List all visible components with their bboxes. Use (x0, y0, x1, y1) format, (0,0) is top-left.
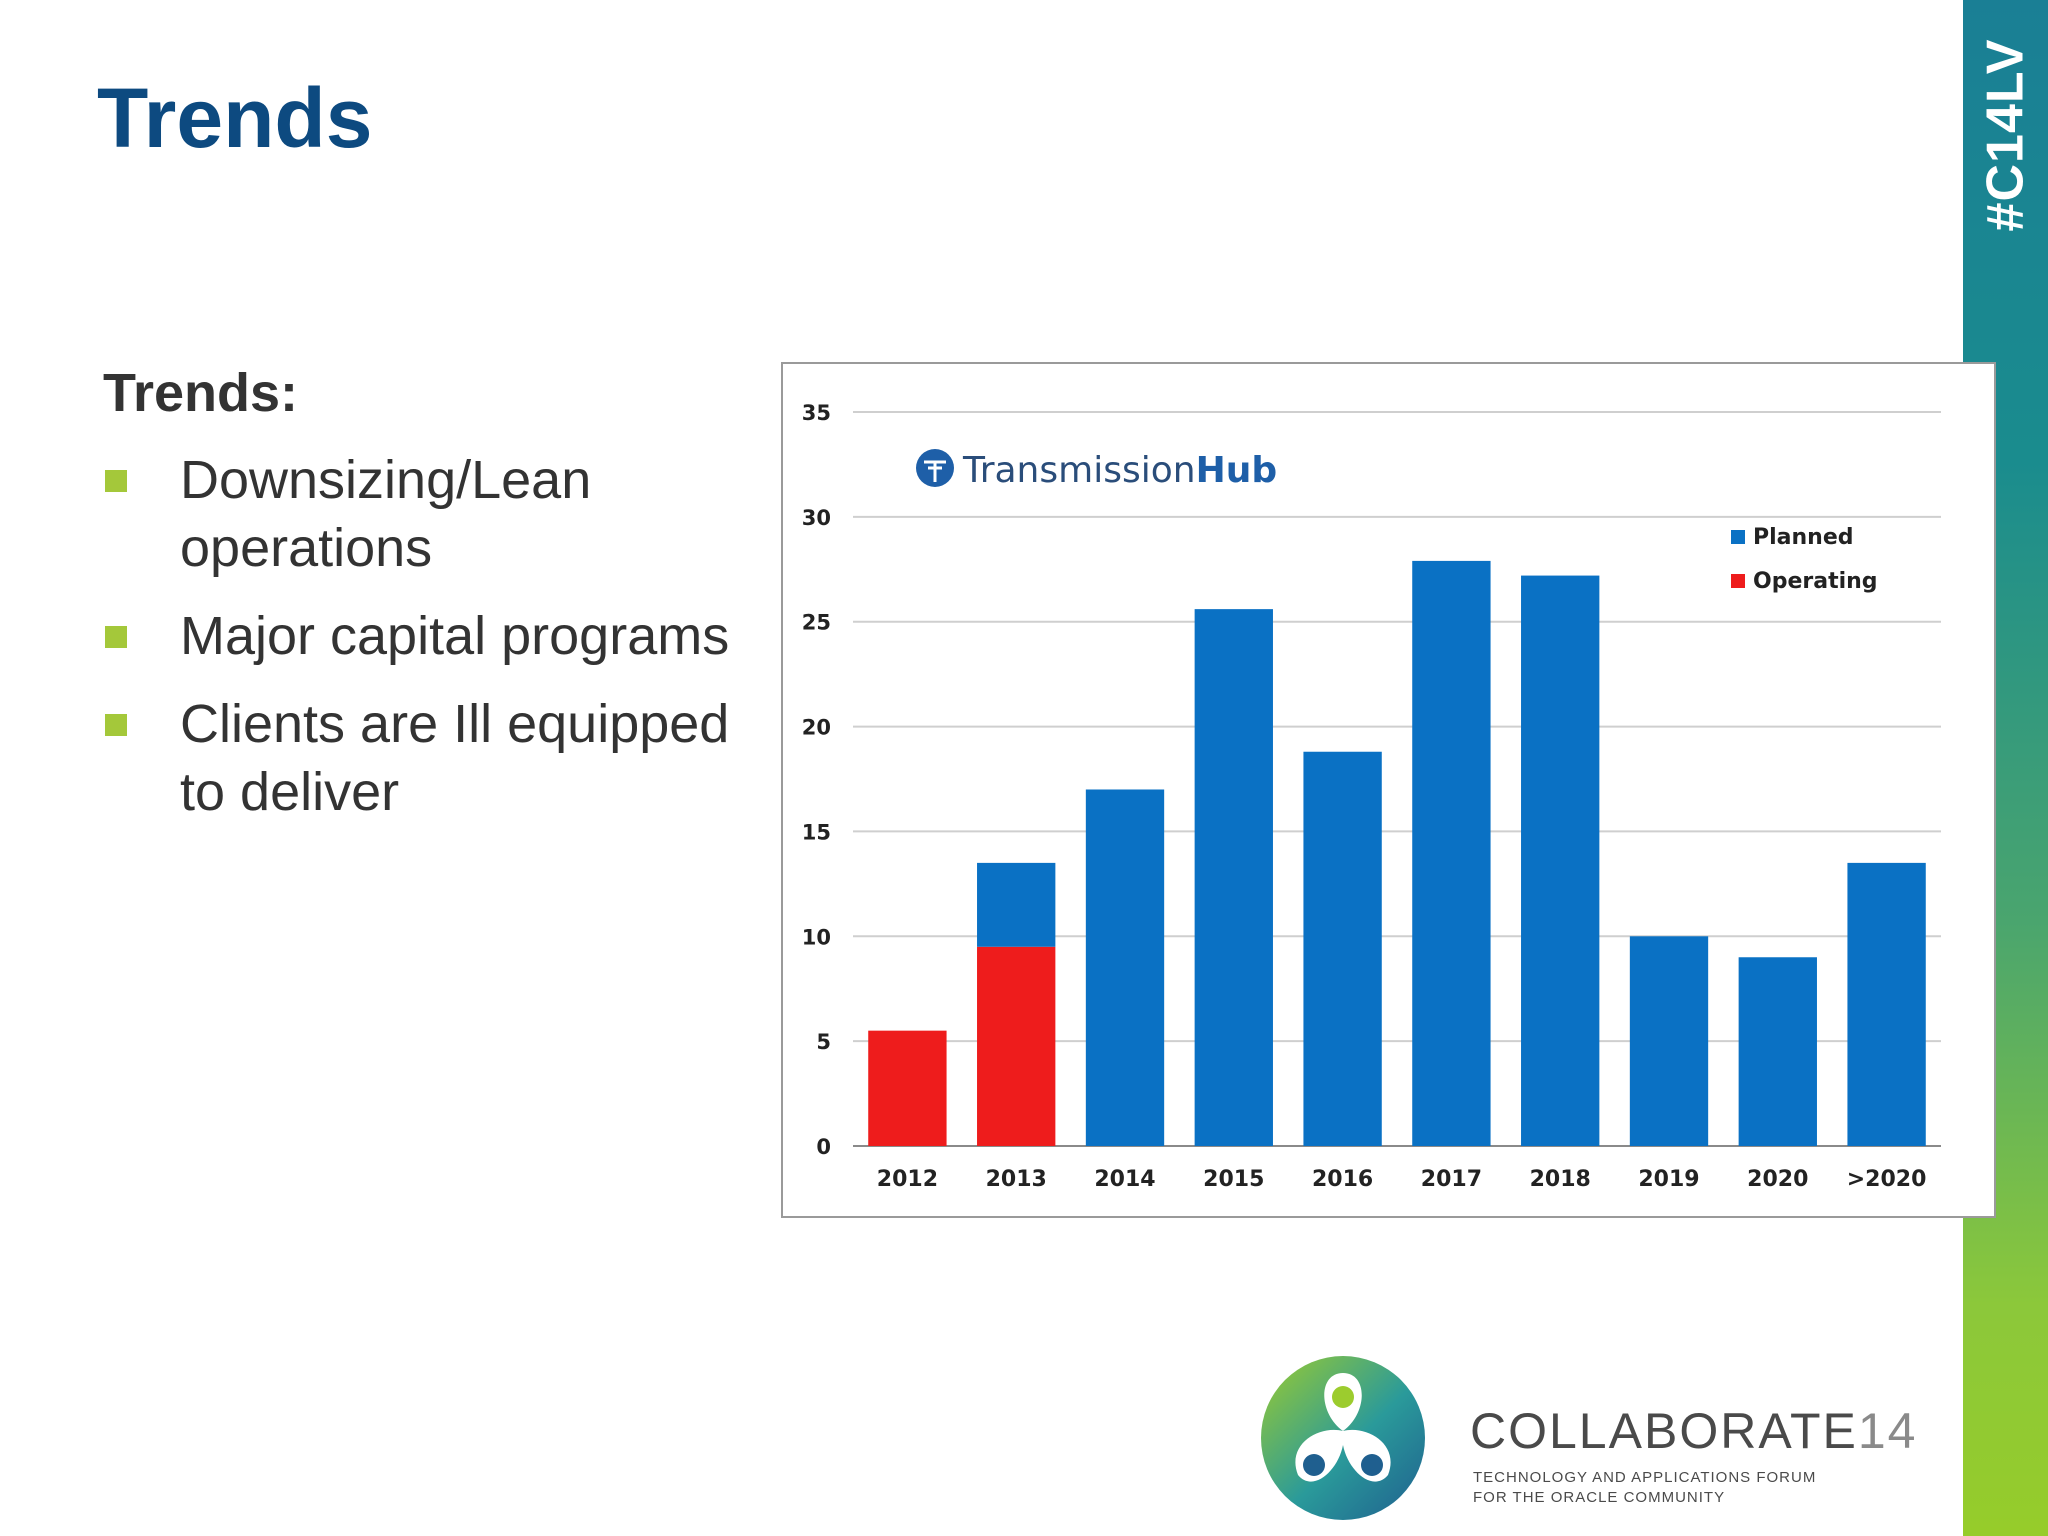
bullet-item: Clients are Ill equipped to deliver (103, 690, 783, 826)
x-tick-label: 2017 (1421, 1167, 1482, 1192)
x-tick-label: 2013 (986, 1167, 1047, 1192)
bar-operating (977, 946, 1056, 1146)
logo-subtitle-line1: TECHNOLOGY AND APPLICATIONS FORUM (1473, 1469, 1817, 1486)
logo-number: 14 (1857, 1403, 1918, 1459)
square-bullet-icon (105, 470, 127, 492)
brand-text: TransmissionHub (962, 450, 1277, 491)
hashtag-text: #C14LV (1976, 38, 2035, 232)
bar-planned (1194, 609, 1273, 1146)
bullet-text: Clients are Ill equipped to deliver (180, 694, 730, 822)
bullet-item: Major capital programs (103, 602, 783, 670)
logo-subtitle: TECHNOLOGY AND APPLICATIONS FORUM FOR TH… (1473, 1468, 1873, 1508)
bullets-heading: Trends: (103, 363, 299, 423)
square-bullet-icon (105, 626, 127, 648)
logo-word: COLLABORATE (1470, 1403, 1858, 1459)
bar-planned (977, 862, 1056, 947)
hashtag-banner: #C14LV (1963, 0, 2048, 270)
x-tick-label: 2019 (1638, 1167, 1699, 1192)
tower-glyph-icon (924, 460, 946, 482)
bar-operating (868, 1030, 947, 1146)
y-tick-label: 0 (816, 1135, 831, 1159)
slide-title: Trends (97, 71, 373, 165)
brand-logo: TransmissionHub (916, 449, 1277, 491)
x-tick-label: 2014 (1094, 1167, 1155, 1192)
bar-planned (1847, 862, 1926, 1146)
y-tick-label: 15 (802, 820, 831, 844)
collaborate-wordmark: COLLABORATE14 (1470, 1402, 1917, 1460)
legend-swatch (1731, 530, 1745, 544)
x-tick-label: 2016 (1312, 1167, 1373, 1192)
chart-legend: Planned Operating (1731, 525, 1878, 594)
y-tick-label: 30 (802, 506, 831, 530)
square-bullet-icon (105, 714, 127, 736)
bars (868, 560, 1926, 1146)
chart-frame: TransmissionHub 0 5 10 15 20 25 30 35 2012 2013 2… (781, 362, 1996, 1218)
bullet-item: Downsizing/Lean operations (103, 446, 783, 582)
bar-planned (1085, 789, 1165, 1146)
legend-label: Planned (1753, 525, 1854, 550)
x-tick-label: 2012 (877, 1167, 938, 1192)
bar-planned (1629, 936, 1709, 1146)
x-tick-label: >2020 (1847, 1167, 1927, 1192)
bullet-list: Downsizing/Lean operations Major capital… (103, 446, 783, 846)
x-tick-label: 2015 (1203, 1167, 1264, 1192)
y-tick-label: 35 (802, 401, 831, 425)
y-tick-label: 25 (802, 611, 831, 635)
legend-label: Operating (1753, 569, 1878, 594)
y-axis-ticks: 0 5 10 15 20 25 30 35 (802, 401, 831, 1159)
bar-planned (1303, 751, 1382, 1146)
y-tick-label: 5 (816, 1030, 831, 1054)
bullet-text: Downsizing/Lean operations (180, 450, 592, 578)
bullet-text: Major capital programs (180, 606, 730, 666)
x-tick-label: 2018 (1530, 1167, 1591, 1192)
bar-planned (1412, 560, 1491, 1146)
y-tick-label: 10 (802, 925, 831, 949)
y-tick-label: 20 (802, 716, 831, 740)
bar-planned (1521, 575, 1600, 1146)
x-tick-label: 2020 (1747, 1167, 1808, 1192)
bar-planned (1738, 957, 1817, 1146)
x-axis-ticks: 2012 2013 2014 2015 2016 2017 2018 2019 2020 >202… (877, 1167, 1927, 1192)
collaborate-logo-icon (1261, 1356, 1425, 1520)
legend-swatch (1731, 574, 1745, 588)
logo-subtitle-line2: FOR THE ORACLE COMMUNITY (1473, 1489, 1726, 1506)
